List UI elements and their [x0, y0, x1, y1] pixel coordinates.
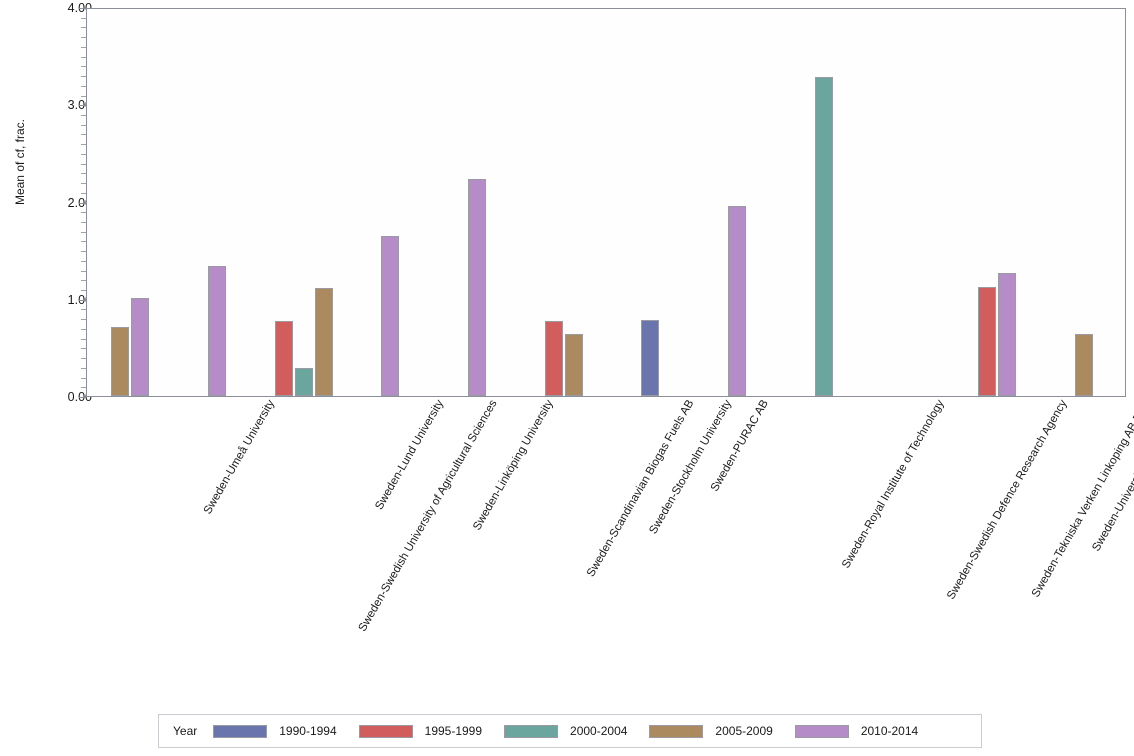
y-tick-minor-mark [81, 17, 86, 19]
legend-item[interactable]: 2005-2009 [649, 724, 773, 738]
x-tick-label: Sweden-Umeå University [202, 398, 278, 517]
y-tick-minor-mark [81, 348, 86, 350]
y-tick-minor-mark [81, 309, 86, 311]
x-axis-tick-labels: Sweden-Umeå University Sweden-Swedish Uni… [86, 398, 1134, 698]
y-tick-minor-mark [81, 367, 86, 369]
legend-label: 2010-2014 [860, 724, 919, 738]
y-tick-minor-mark [81, 319, 86, 321]
y-tick-minor-mark [81, 124, 86, 126]
y-tick-minor-mark [81, 328, 86, 330]
bar [314, 288, 333, 396]
y-tick-minor-mark [81, 114, 86, 116]
bar [998, 272, 1016, 396]
legend-swatch [358, 724, 413, 738]
legend-label: 2000-2004 [570, 724, 628, 738]
y-tick-minor-mark [81, 85, 86, 87]
y-tick-minor-mark [81, 338, 86, 340]
bar [544, 321, 563, 396]
y-tick-minor-mark [81, 46, 86, 48]
y-tick-minor-mark [81, 144, 86, 146]
bar [468, 179, 486, 396]
bar [294, 367, 313, 396]
bar [641, 320, 660, 396]
bar [131, 297, 150, 396]
y-tick-minor-mark [81, 358, 86, 360]
legend-swatch [504, 724, 559, 738]
y-tick-minor-mark [81, 270, 86, 272]
legend-item[interactable]: 1995-1999 [358, 724, 483, 738]
y-tick-minor-mark [81, 163, 86, 165]
y-tick-minor-mark [81, 290, 86, 292]
legend-label: 2005-2009 [715, 724, 773, 738]
y-tick-minor-mark [81, 134, 86, 136]
y-tick-minor-mark [81, 280, 86, 282]
y-tick-mark [79, 299, 86, 301]
legend-swatch [213, 724, 268, 738]
legend-item[interactable]: 1990-1994 [213, 724, 337, 738]
y-tick-mark [79, 397, 86, 398]
y-tick-mark [79, 202, 86, 204]
legend-entries: 1990-1994 1995-1999 2000-2004 2005-2009 2010… [213, 724, 940, 738]
plot-area [86, 8, 1126, 397]
y-tick-minor-mark [81, 173, 86, 175]
y-tick-minor-mark [81, 241, 86, 243]
y-tick-minor-mark [81, 251, 86, 253]
y-tick-mark [79, 8, 86, 9]
bar [1074, 333, 1093, 396]
bar [381, 235, 400, 396]
y-tick-minor-mark [81, 260, 86, 262]
bar [978, 287, 996, 396]
legend-label: 1995-1999 [424, 724, 483, 738]
x-tick-label: Sweden-Royal Institute of Technology [840, 398, 947, 571]
y-tick-minor-mark [81, 387, 86, 389]
y-tick-minor-mark [81, 95, 86, 97]
y-tick-mark [79, 105, 86, 107]
bar [564, 333, 583, 396]
bar [274, 321, 293, 396]
y-tick-minor-mark [81, 37, 86, 39]
y-tick-minor-mark [81, 153, 86, 155]
legend-item[interactable]: 2000-2004 [504, 724, 627, 738]
bar [111, 326, 130, 396]
y-tick-minor-mark [81, 221, 86, 223]
y-tick-minor-mark [81, 76, 86, 78]
y-tick-minor-mark [81, 66, 86, 68]
y-tick-minor-mark [81, 377, 86, 379]
legend-title: Year [173, 724, 198, 738]
y-tick-minor-mark [81, 183, 86, 185]
legend-item[interactable]: 2010-2014 [794, 724, 919, 738]
legend: Year 1990-1994 1995-1999 2000-2004 2005-200… [158, 714, 982, 748]
legend-swatch [794, 724, 849, 738]
legend-swatch [649, 724, 704, 738]
bar [814, 77, 833, 396]
bar [208, 265, 226, 396]
y-tick-minor-mark [81, 56, 86, 58]
bar [728, 206, 746, 396]
y-tick-minor-mark [81, 192, 86, 194]
y-tick-minor-mark [81, 231, 86, 233]
legend-label: 1990-1994 [279, 724, 337, 738]
y-tick-minor-mark [81, 212, 86, 214]
y-tick-minor-mark [81, 27, 86, 29]
